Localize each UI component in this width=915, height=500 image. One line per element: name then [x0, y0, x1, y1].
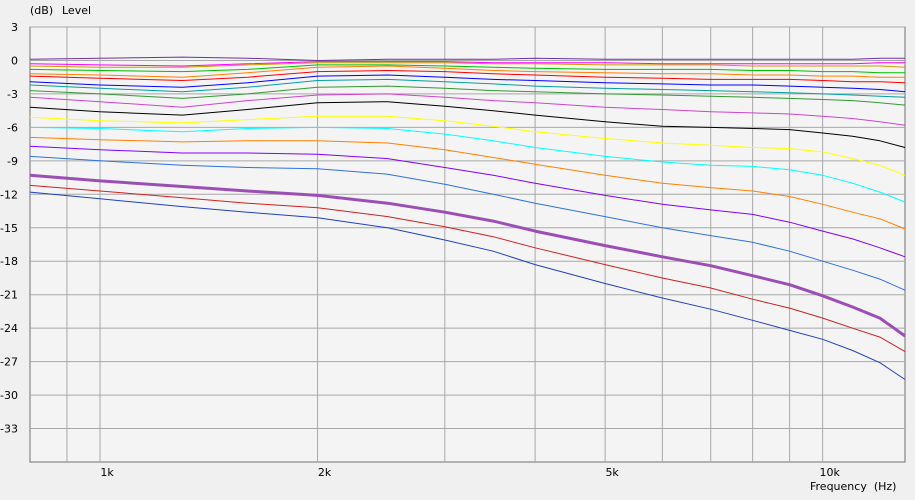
series-lines — [29, 56, 906, 380]
series-line-7 — [29, 74, 906, 93]
series-line-16 — [29, 155, 906, 291]
series-line-8 — [29, 78, 906, 98]
x-tick-labels: 1k 2k 5k 10k — [100, 466, 840, 479]
series-line-17 — [29, 173, 906, 338]
y-tick-label: -9 — [7, 155, 18, 168]
y-tick-label: -27 — [0, 356, 18, 369]
x-tick-label: 2k — [318, 466, 332, 479]
series-line-18 — [29, 184, 906, 353]
y-tick-label: -18 — [0, 255, 18, 268]
x-axis-label: Frequency (Hz) — [810, 480, 896, 493]
series-line-2 — [29, 61, 905, 67]
series-line-1 — [29, 56, 905, 61]
series-line-10 — [29, 93, 906, 126]
series-line-15 — [29, 145, 906, 258]
x-tick-label: 10k — [819, 466, 840, 479]
y-tick-label: -15 — [0, 222, 18, 235]
y-tick-label: -33 — [0, 423, 18, 436]
y-tick-label: -30 — [0, 389, 18, 402]
series-line-6 — [29, 70, 906, 84]
y-tick-label: 3 — [11, 21, 18, 34]
x-tick-label: 5k — [605, 466, 619, 479]
y-axis-unit: (dB) — [30, 4, 53, 17]
x-tick-label: 1k — [100, 466, 114, 479]
series-line-4 — [29, 64, 905, 74]
series-line-3 — [29, 62, 906, 68]
series-line-11 — [29, 101, 906, 148]
y-tick-labels: 3 0 -3 -6 -9 -12 -15 -18 -21 -24 -27 -30 -33 — [0, 21, 18, 436]
plot-area — [29, 26, 906, 463]
series-line-13 — [29, 126, 906, 203]
series-line-12 — [29, 115, 906, 176]
y-tick-label: 0 — [11, 54, 18, 67]
series-line-5 — [29, 65, 905, 78]
y-tick-label: -21 — [0, 289, 18, 302]
y-tick-label: -6 — [7, 121, 18, 134]
series-line-9 — [29, 85, 906, 106]
series-line-19 — [29, 191, 906, 380]
y-tick-label: -24 — [0, 322, 18, 335]
y-tick-label: -12 — [0, 188, 18, 201]
y-axis-label: Level — [62, 4, 91, 17]
y-tick-label: -3 — [7, 88, 18, 101]
series-line-14 — [29, 136, 906, 230]
